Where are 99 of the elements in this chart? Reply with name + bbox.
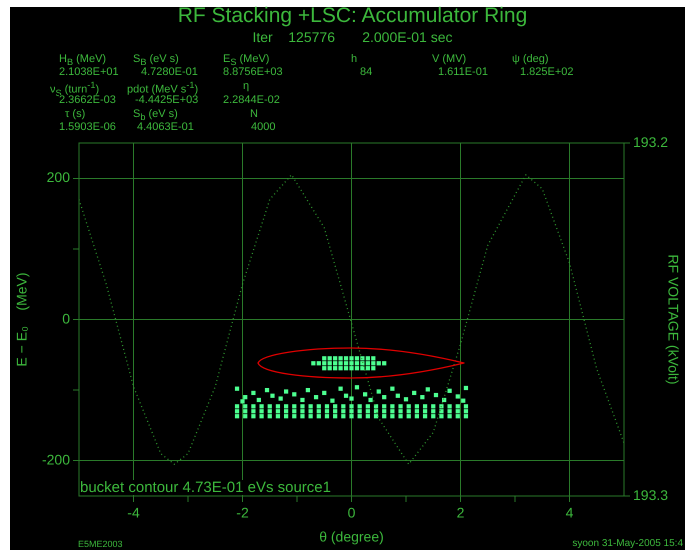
point xyxy=(330,398,335,403)
point xyxy=(426,387,430,392)
x-axis-title: θ (degree) xyxy=(319,528,384,544)
point xyxy=(363,392,368,396)
point xyxy=(338,386,343,391)
text: 8.8756E+03 xyxy=(223,66,283,78)
point xyxy=(371,361,376,366)
text: 2.2844E-02 xyxy=(223,94,280,106)
text: 4000 xyxy=(251,120,276,132)
text: 2.1038E+01 xyxy=(59,66,119,78)
x-tick-label: 0 xyxy=(348,504,356,520)
y-tick-label: 0 xyxy=(62,310,70,326)
text: ψ (deg) xyxy=(512,52,549,64)
text: η xyxy=(243,80,250,92)
point xyxy=(338,361,343,366)
point xyxy=(322,361,326,366)
point xyxy=(328,366,332,370)
point xyxy=(278,396,283,401)
point xyxy=(338,356,343,360)
point xyxy=(354,361,360,366)
point xyxy=(328,361,332,366)
point xyxy=(396,394,400,398)
point xyxy=(371,366,376,370)
point xyxy=(344,394,348,398)
point xyxy=(442,398,446,402)
point xyxy=(366,361,370,366)
point xyxy=(311,361,316,366)
text: H$_{B}$ (MeV) xyxy=(59,52,106,67)
text: E5ME2003 xyxy=(78,538,123,548)
y-tick-label: 200 xyxy=(46,169,70,186)
point xyxy=(354,356,360,360)
x-tick-label: -4 xyxy=(127,504,140,520)
y2-tick-label: 193.2 xyxy=(633,134,668,150)
point xyxy=(360,356,365,360)
point xyxy=(404,397,408,402)
point xyxy=(360,366,365,370)
text: 1.5903E-06 xyxy=(59,120,116,132)
text: 4.4063E-01 xyxy=(137,120,194,132)
text: 1.611E-01 xyxy=(438,66,488,78)
point xyxy=(243,395,248,400)
point xyxy=(349,356,354,360)
chart-subtitle: Iter 125776 2.000E-01 sec xyxy=(251,29,454,45)
text: τ (s) xyxy=(65,108,86,120)
text: pdot (MeV s$^{-1}$) xyxy=(127,80,198,96)
point xyxy=(234,386,240,391)
point xyxy=(328,356,332,360)
text: V (MV) xyxy=(432,52,466,64)
text: S$_{B}$ (eV s) xyxy=(133,52,179,67)
text: 1.825E+02 xyxy=(520,66,574,78)
annotation: bucket contour 4.73E-01 eVs source1 xyxy=(80,478,331,496)
chart-title: RF Stacking +LSC: Accumulator Ring xyxy=(176,4,528,27)
point xyxy=(376,389,381,394)
point xyxy=(461,398,466,403)
point xyxy=(354,366,360,370)
text: 84 xyxy=(360,66,372,78)
text: 4.7280E-01 xyxy=(141,66,198,78)
point xyxy=(447,388,452,393)
point xyxy=(344,356,348,360)
point xyxy=(366,356,370,360)
point xyxy=(322,390,326,396)
x-tick-label: -2 xyxy=(236,504,249,520)
x-tick-label: 4 xyxy=(566,504,574,520)
point xyxy=(412,390,416,396)
text: syoon 31-May-2005 15:4 xyxy=(572,538,683,549)
point xyxy=(366,366,370,370)
point xyxy=(292,392,296,396)
point xyxy=(322,366,326,370)
y2-axis-title: RF VOLTAGE (kVolt) xyxy=(666,254,682,385)
point xyxy=(344,361,348,366)
y-tick-label: -200 xyxy=(42,452,70,468)
point xyxy=(371,356,376,360)
point xyxy=(338,366,343,370)
point xyxy=(256,398,261,402)
text: -4.4425E+03 xyxy=(135,94,198,106)
y2-tick-label: 193.3 xyxy=(633,486,668,503)
point xyxy=(333,356,338,360)
point xyxy=(333,361,338,366)
text: S$_{b}$ (eV s) xyxy=(133,108,178,122)
text: N xyxy=(250,108,258,120)
point xyxy=(456,394,460,399)
point xyxy=(270,394,275,398)
point xyxy=(354,385,360,390)
text: h xyxy=(351,52,358,64)
x-tick-label: 2 xyxy=(456,504,465,520)
point xyxy=(349,366,354,370)
point xyxy=(382,361,386,366)
point xyxy=(314,395,318,400)
point xyxy=(316,361,321,366)
point xyxy=(376,361,381,366)
point xyxy=(344,366,348,370)
point xyxy=(390,386,394,391)
point xyxy=(382,395,386,400)
text: E$_{S}$ (MeV) xyxy=(223,52,270,67)
point xyxy=(333,366,338,370)
y-axis-title: E − E₀ (MeV) xyxy=(13,272,30,367)
point xyxy=(420,395,424,400)
point xyxy=(360,361,365,366)
point xyxy=(349,361,354,366)
point xyxy=(322,356,326,360)
